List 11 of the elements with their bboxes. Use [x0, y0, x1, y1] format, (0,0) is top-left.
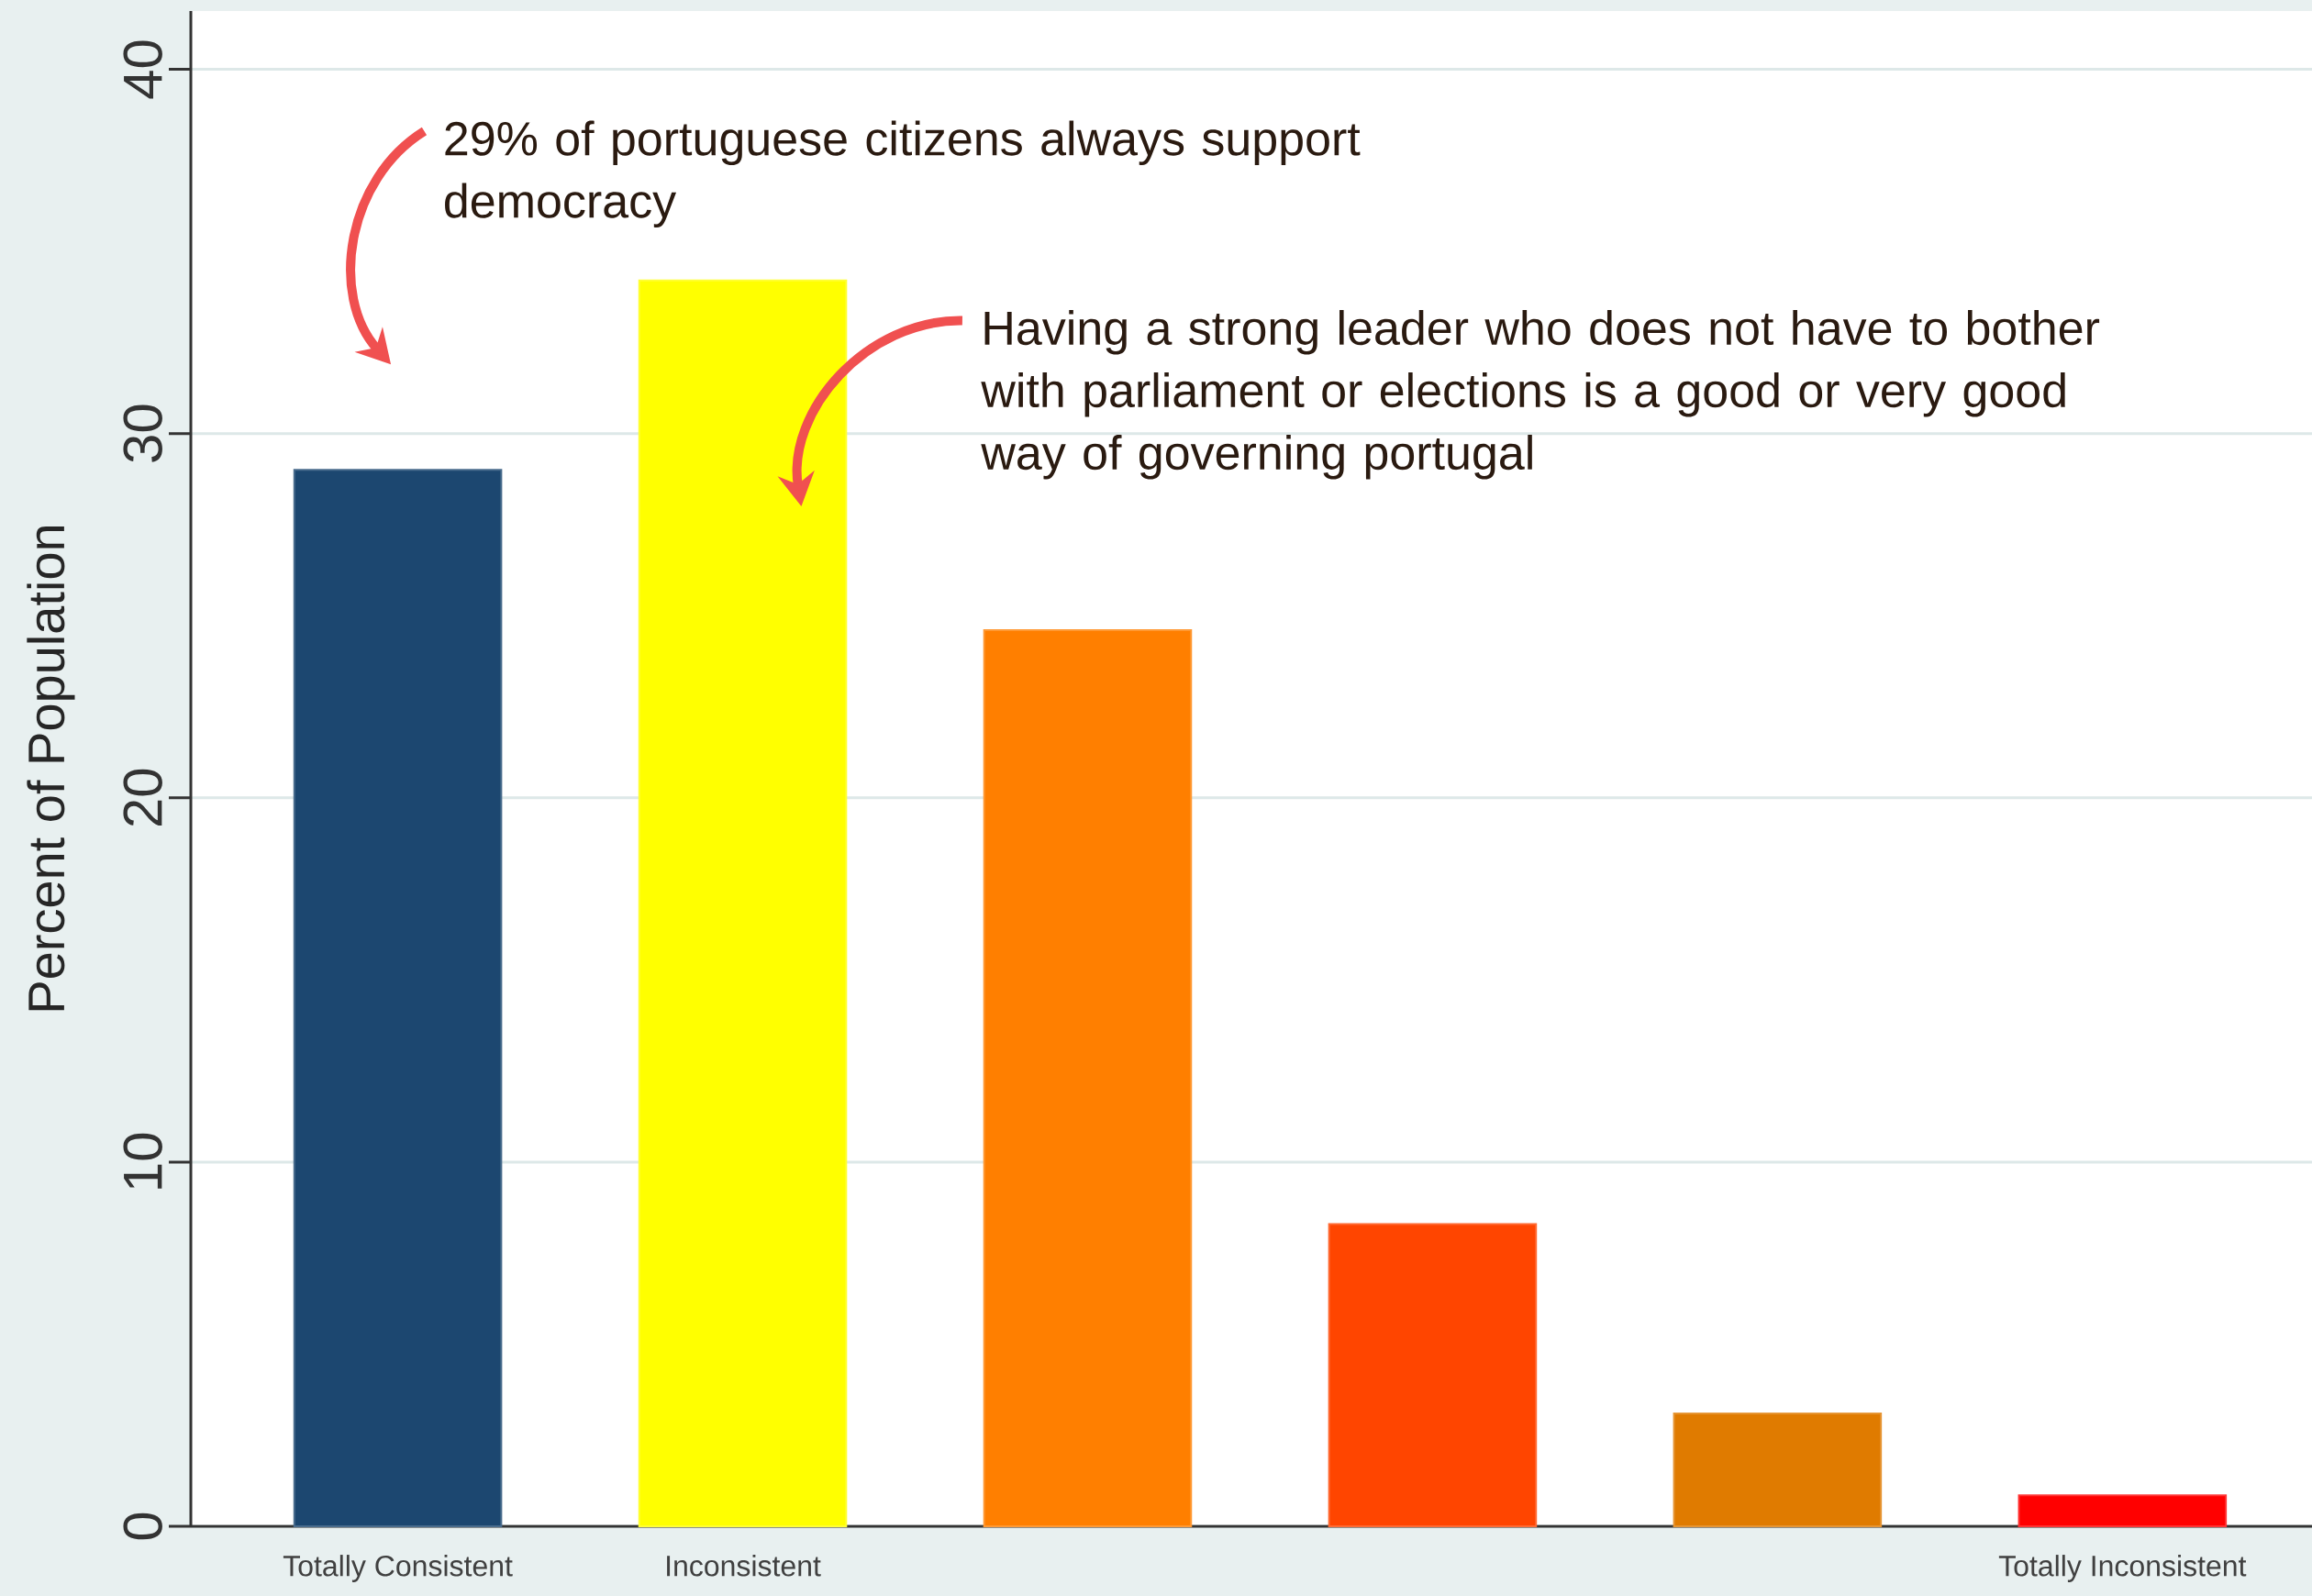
x-tick-label: Totally Consistent — [283, 1555, 513, 1582]
y-tick-label: 0 — [123, 1513, 162, 1540]
y-tick-label: 40 — [123, 40, 162, 99]
y-tick-label: 10 — [123, 1133, 162, 1189]
x-tick-label: Inconsistent — [667, 1555, 821, 1577]
x-tick-label: Totally Inconsistent — [1998, 1555, 2247, 1582]
annotation: Having a strong leader who does not have to bother with parliament or elections is a good or very good way of governing portugal — [981, 310, 2100, 480]
y-tick-label: 30 — [123, 405, 162, 462]
y-tick-label: 20 — [123, 769, 162, 826]
annotation: 29% of portuguese citizens always support democracy — [445, 120, 1361, 227]
y-axis-title: Percent of Population — [27, 526, 75, 1011]
